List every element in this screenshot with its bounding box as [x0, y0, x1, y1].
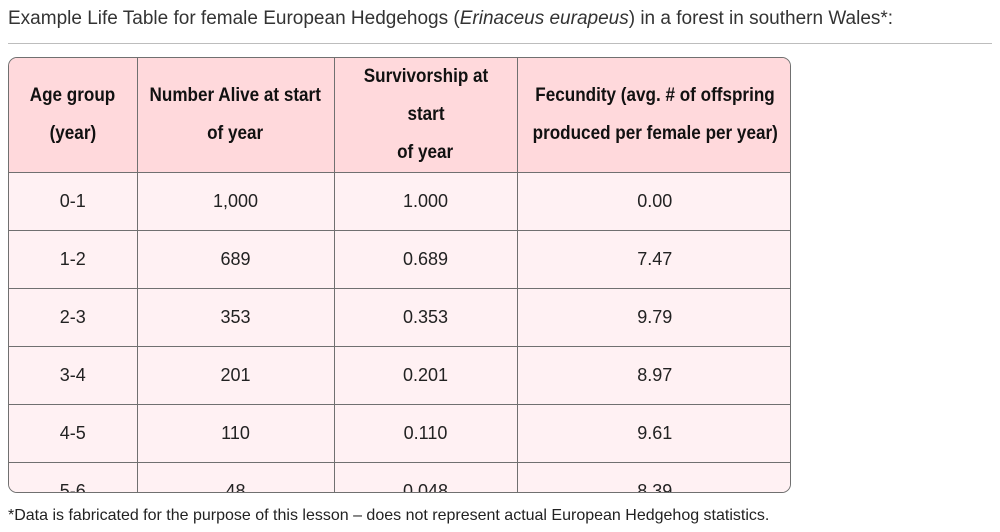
cell-survivorship: 0.201 [334, 346, 518, 405]
title-divider [8, 43, 992, 44]
header-row: Age group (year) Number Alive at start of … [9, 58, 790, 173]
header-age-group: Age group (year) [9, 58, 138, 173]
cell-survivorship: 0.048 [334, 462, 518, 492]
header-age-group-line1: Age group [30, 85, 116, 106]
title-suffix: ) in a forest in southern Wales*: [628, 8, 894, 29]
table-row: 5-6 48 0.048 8.39 [9, 462, 790, 492]
cell-survivorship: 0.110 [334, 404, 518, 463]
life-table-container: Age group (year) Number Alive at start of … [8, 57, 791, 493]
table-row: 1-2 689 0.689 7.47 [9, 230, 790, 289]
cell-survivorship: 1.000 [334, 172, 518, 231]
cell-number-alive: 110 [137, 404, 335, 463]
header-survivorship-line1: Survivorship at start [363, 66, 488, 125]
title-prefix: Example Life Table for female European H… [8, 8, 460, 29]
header-fecundity-line2: produced per female per year) [532, 123, 778, 144]
cell-age-group: 5-6 [9, 462, 138, 492]
life-table: Age group (year) Number Alive at start of … [9, 58, 790, 492]
cell-age-group: 0-1 [9, 172, 138, 231]
footnote: *Data is fabricated for the purpose of t… [8, 507, 770, 524]
cell-age-group: 1-2 [9, 230, 138, 289]
header-age-group-line2: (year) [49, 123, 97, 144]
cell-fecundity: 9.79 [517, 288, 790, 347]
cell-age-group: 4-5 [9, 404, 138, 463]
page-title: Example Life Table for female European H… [8, 7, 893, 31]
cell-fecundity: 0.00 [517, 172, 790, 231]
cell-number-alive: 689 [137, 230, 335, 289]
cell-fecundity: 8.39 [517, 462, 790, 492]
table-row: 0-1 1,000 1.000 0.00 [9, 172, 790, 231]
header-survivorship: Survivorship at start of year [334, 58, 518, 173]
cell-fecundity: 8.97 [517, 346, 790, 405]
cell-survivorship: 0.689 [334, 230, 518, 289]
cell-survivorship: 0.353 [334, 288, 518, 347]
table-row: 2-3 353 0.353 9.79 [9, 288, 790, 347]
cell-number-alive: 48 [137, 462, 335, 492]
header-fecundity: Fecundity (avg. # of offspring produced p… [517, 58, 790, 173]
cell-age-group: 2-3 [9, 288, 138, 347]
cell-number-alive: 201 [137, 346, 335, 405]
cell-age-group: 3-4 [9, 346, 138, 405]
header-number-alive-line1: Number Alive at start [149, 85, 322, 106]
cell-fecundity: 7.47 [517, 230, 790, 289]
title-species: Erinaceus eurapeus [459, 8, 629, 29]
header-fecundity-line1: Fecundity (avg. # of offspring [535, 85, 775, 106]
header-number-alive: Number Alive at start of year [137, 58, 335, 173]
cell-fecundity: 9.61 [517, 404, 790, 463]
header-number-alive-line2: of year [207, 123, 264, 144]
cell-number-alive: 353 [137, 288, 335, 347]
table-row: 3-4 201 0.201 8.97 [9, 346, 790, 405]
table-row: 4-5 110 0.110 9.61 [9, 404, 790, 463]
header-survivorship-line2: of year [397, 142, 454, 163]
cell-number-alive: 1,000 [137, 172, 335, 231]
